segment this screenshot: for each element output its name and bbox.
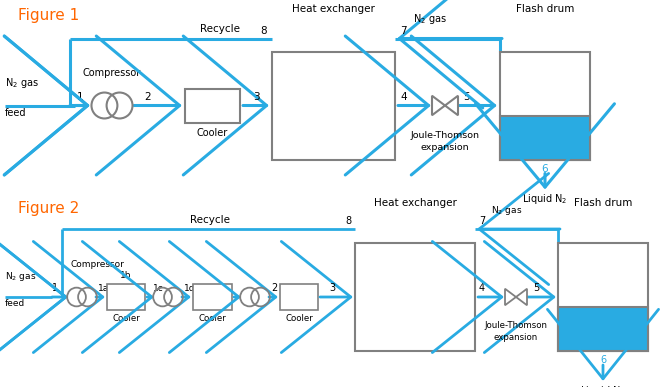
Text: Joule-Thomson: Joule-Thomson (411, 132, 480, 140)
Text: expansion: expansion (494, 333, 538, 342)
Text: Recycle: Recycle (200, 24, 240, 34)
Text: 2: 2 (271, 283, 277, 293)
Text: Liquid N$_2$: Liquid N$_2$ (522, 192, 568, 207)
Bar (185, 89, 240, 123)
Text: Compressor: Compressor (70, 260, 124, 269)
Text: 8: 8 (260, 26, 267, 36)
Text: N$_2$ gas: N$_2$ gas (5, 270, 36, 283)
Text: Cooler: Cooler (197, 127, 228, 137)
Text: feed: feed (5, 299, 25, 308)
Bar (355, 243, 475, 351)
Text: 5: 5 (533, 283, 539, 293)
Text: 6: 6 (600, 355, 606, 365)
Text: Cooler: Cooler (285, 314, 313, 323)
Text: 7: 7 (400, 26, 407, 36)
Text: 1d: 1d (184, 284, 196, 293)
Text: Figure 2: Figure 2 (18, 202, 79, 216)
Text: 4: 4 (400, 91, 407, 101)
Text: 7: 7 (479, 216, 485, 226)
Text: 1b: 1b (120, 271, 132, 280)
Text: 5: 5 (464, 91, 470, 101)
Bar (500, 115, 590, 159)
Bar (272, 51, 395, 159)
Text: Figure 1: Figure 1 (18, 8, 79, 23)
Text: 2: 2 (145, 91, 151, 101)
Bar (280, 284, 318, 310)
Text: N$_2$ gas: N$_2$ gas (491, 204, 522, 217)
Text: 8: 8 (345, 216, 351, 226)
Text: Cooler: Cooler (199, 314, 226, 323)
Text: Compressor: Compressor (83, 67, 141, 77)
Text: 6: 6 (542, 163, 549, 173)
Bar (107, 284, 145, 310)
Text: Cooler: Cooler (112, 314, 140, 323)
Text: Heat exchanger: Heat exchanger (292, 4, 375, 14)
Text: 3: 3 (253, 91, 260, 101)
Text: Flash drum: Flash drum (516, 4, 574, 14)
Text: Heat exchanger: Heat exchanger (373, 197, 456, 207)
Text: 1c: 1c (153, 284, 163, 293)
Bar (193, 284, 232, 310)
Text: 4: 4 (479, 283, 485, 293)
Text: N$_2$ gas: N$_2$ gas (413, 12, 447, 26)
Text: 1: 1 (77, 91, 84, 101)
Text: feed: feed (5, 108, 27, 118)
Text: 3: 3 (329, 283, 335, 293)
Text: 1a: 1a (98, 284, 110, 293)
Text: Flash drum: Flash drum (574, 197, 632, 207)
Text: expansion: expansion (421, 144, 470, 152)
Text: Liquid N$_2$: Liquid N$_2$ (580, 384, 626, 387)
Text: N$_2$ gas: N$_2$ gas (5, 75, 39, 89)
Text: Recycle: Recycle (190, 215, 230, 225)
Text: Joule-Thomson: Joule-Thomson (484, 321, 547, 330)
Bar (558, 307, 648, 351)
Text: 1: 1 (52, 283, 58, 293)
Bar (558, 243, 648, 351)
Bar (500, 51, 590, 159)
